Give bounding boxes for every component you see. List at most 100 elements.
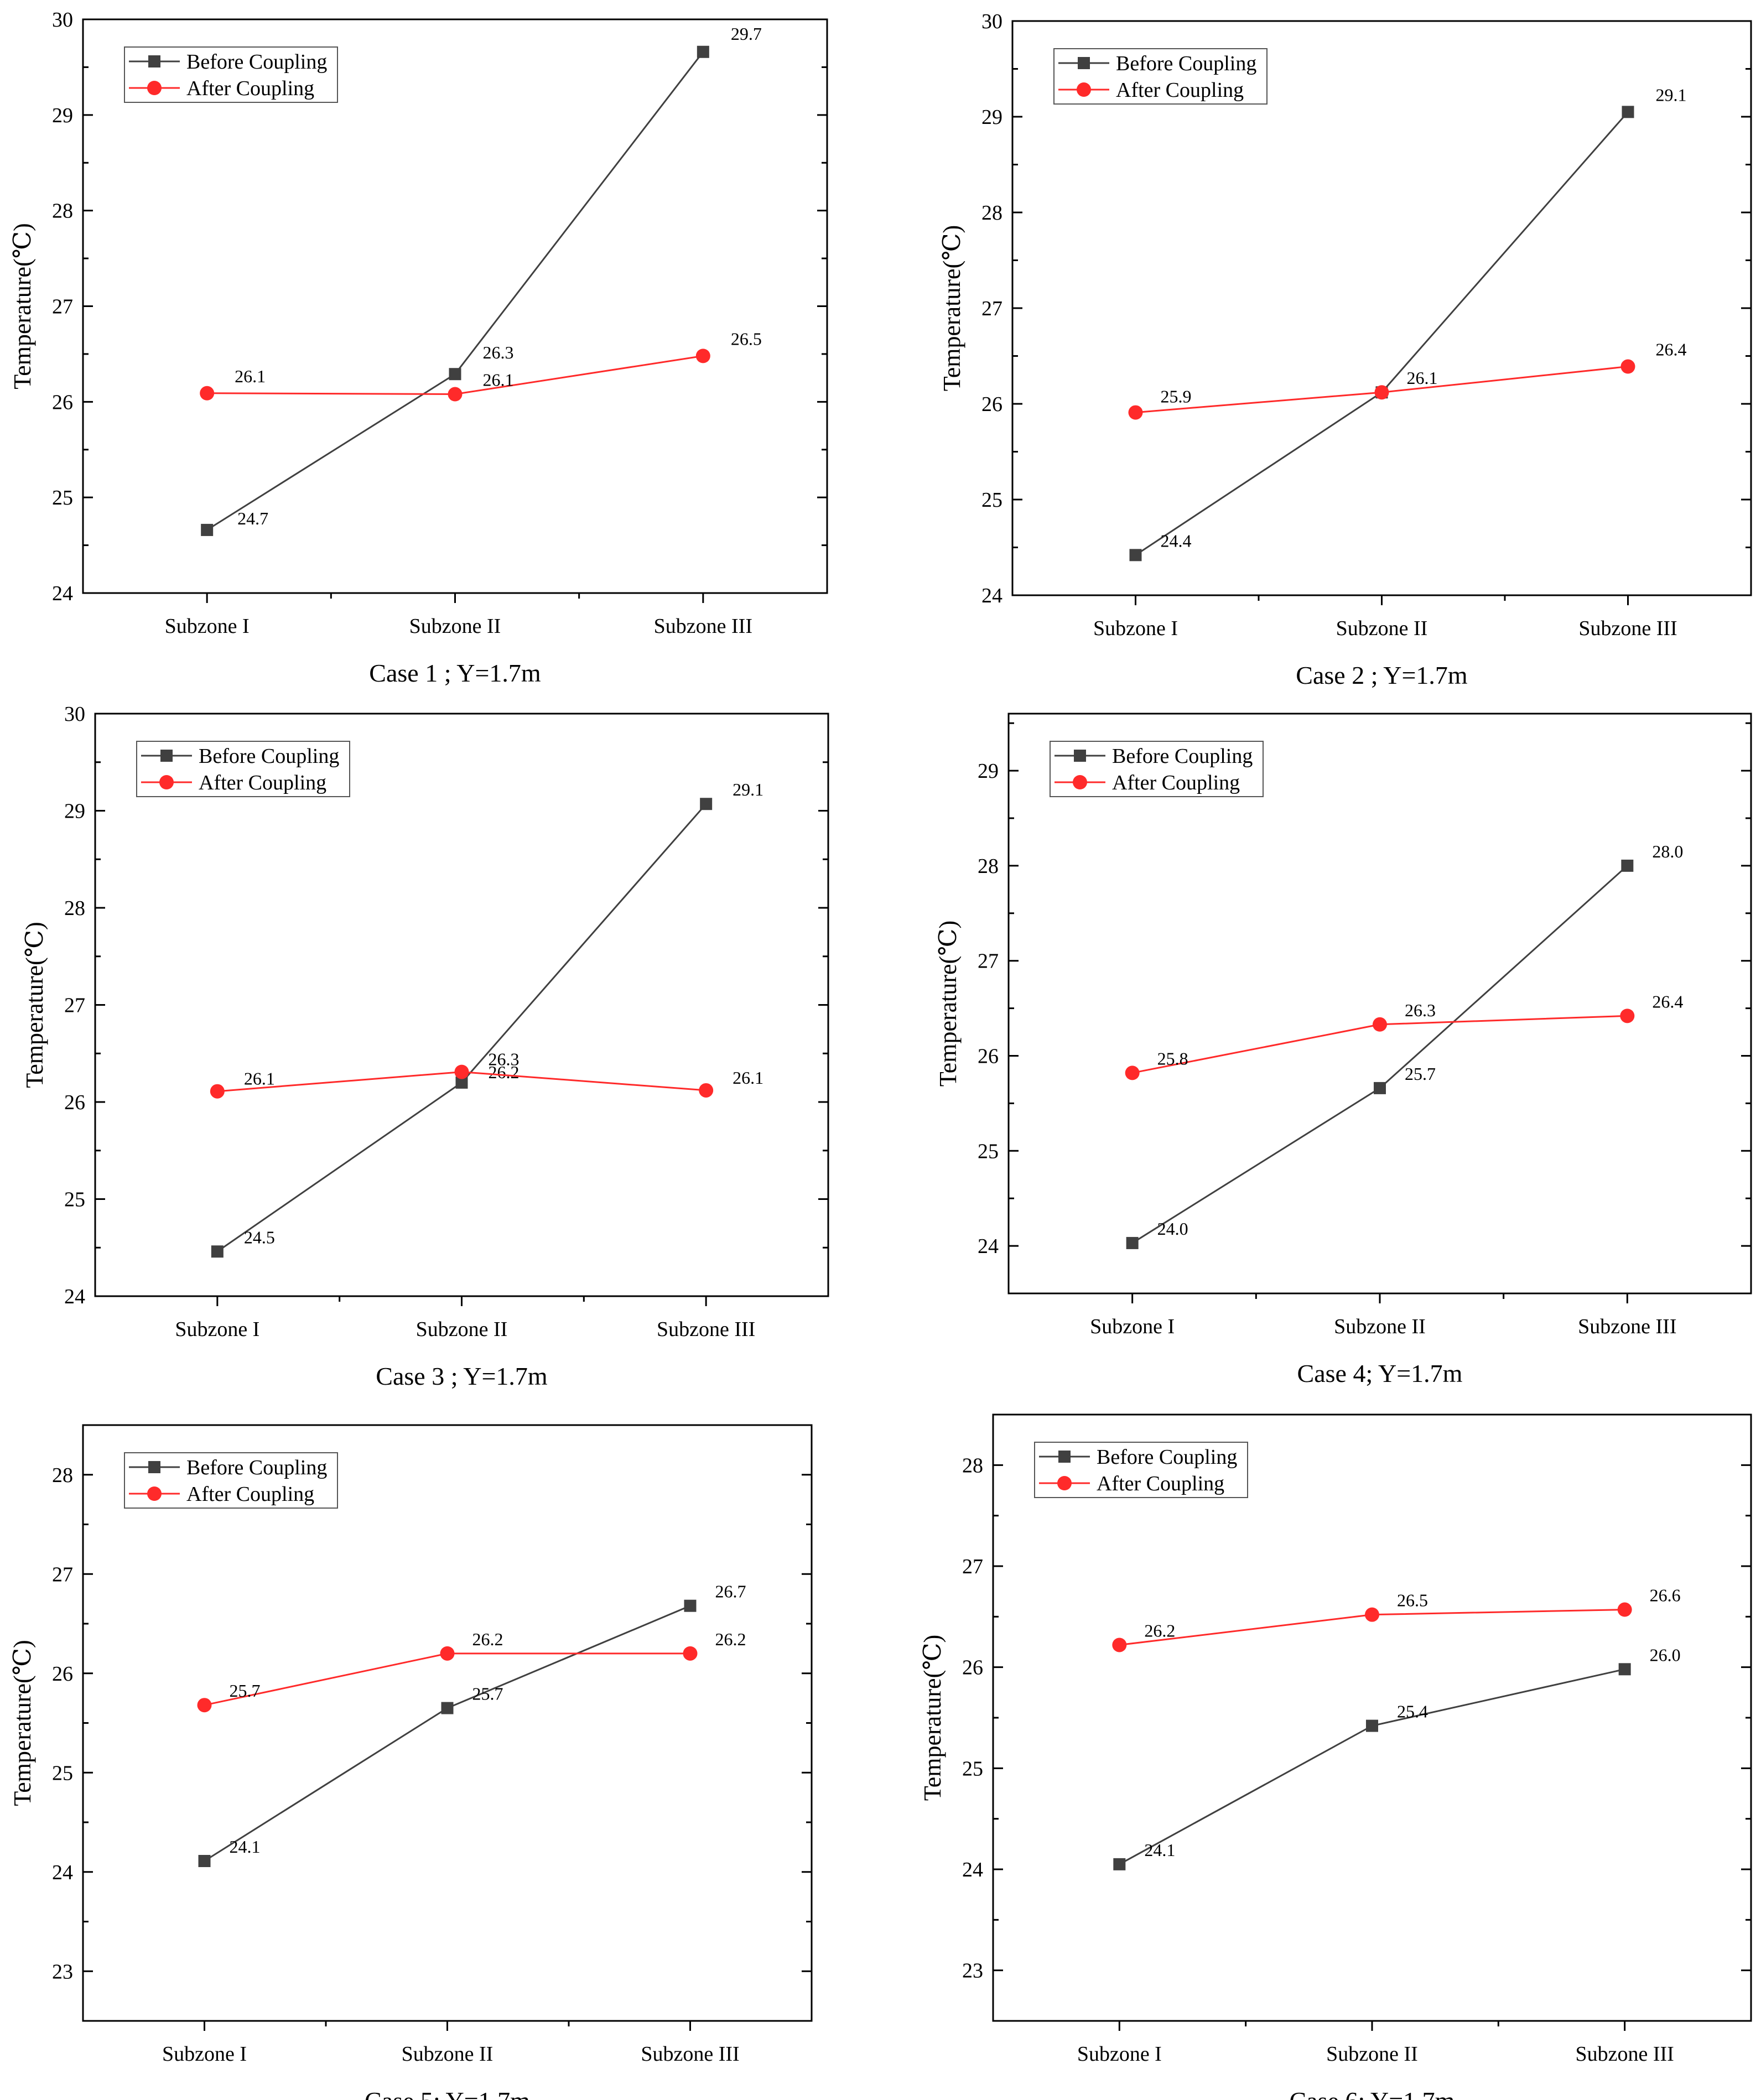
legend-label-before: Before Coupling [1112, 745, 1253, 768]
data-label: 26.6 [1650, 1586, 1681, 1605]
legend-marker-after [159, 775, 174, 789]
y-tick-label: 26 [962, 1656, 983, 1680]
data-label: 26.3 [489, 1049, 520, 1069]
series-line-before [216, 803, 707, 1252]
data-label: 29.1 [1656, 85, 1687, 105]
y-tick-label: 28 [978, 855, 999, 878]
data-point-after [699, 1083, 714, 1098]
y-tick-label: 28 [52, 200, 73, 223]
legend-label-after: After Coupling [186, 1483, 314, 1506]
data-label: 25.4 [1397, 1702, 1428, 1722]
data-label: 28.0 [1652, 841, 1683, 861]
data-point-before [449, 368, 461, 381]
y-tick-label: 23 [962, 1959, 983, 1983]
data-label: 26.2 [489, 1062, 520, 1082]
plot-frame [1007, 713, 1752, 1295]
chart-panel-1: 24 25 26 27 28 29 30 Subzone I Subzone II Subzone… [9, 8, 828, 687]
series-line-before [1131, 865, 1628, 1244]
y-tick-label: 24 [981, 584, 1002, 607]
y-tick-label: 28 [981, 201, 1002, 225]
data-point-after [683, 1646, 698, 1661]
y-tick-label: 29 [978, 760, 999, 783]
legend-marker-after [1077, 82, 1091, 97]
data-label: 24.1 [230, 1837, 261, 1857]
plot-frame [992, 1413, 1752, 2022]
y-tick-label: 26 [52, 1662, 73, 1686]
x-tick-label: Subzone III [657, 1318, 755, 1341]
data-label: 29.1 [733, 779, 763, 799]
data-label: 26.2 [715, 1629, 746, 1649]
y-tick-label: 27 [52, 295, 73, 319]
data-point-before [1113, 1858, 1126, 1870]
legend-marker-before [148, 55, 160, 67]
y-tick-label: 29 [981, 106, 1002, 129]
legend-marker-before [1078, 57, 1090, 69]
y-tick-label: 25 [52, 1761, 73, 1785]
data-point-before [455, 1076, 468, 1089]
x-tick-label: Subzone III [1578, 1315, 1676, 1338]
legend-marker-after [1057, 1476, 1072, 1490]
data-label: 26.5 [1397, 1590, 1428, 1610]
y-tick-label: 25 [64, 1188, 85, 1212]
data-point-before [1366, 1719, 1378, 1732]
y-axis-label: Temperature(℃) [934, 921, 962, 1087]
series-line-before [1119, 1668, 1625, 1865]
chart-panel-3: 24 25 26 27 28 29 30 Subzone I Subzone II Subzone… [21, 703, 829, 1390]
x-tick-label: Subzone II [1334, 1315, 1426, 1338]
y-tick-label: 26 [64, 1091, 85, 1114]
x-tick-label: Subzone II [409, 615, 501, 638]
y-tick-label: 25 [981, 488, 1002, 512]
chart-panel-6: 23 24 25 26 27 28 Subzone I Subzone II Subzone I… [919, 1413, 1752, 2100]
legend-label-before: Before Coupling [1097, 1446, 1237, 1469]
data-label: 26.5 [731, 329, 762, 349]
legend-marker-before [160, 750, 173, 762]
y-tick-label: 27 [962, 1555, 983, 1578]
data-label: 26.3 [483, 342, 514, 362]
data-point-before [1374, 1082, 1386, 1094]
data-label: 26.4 [1656, 340, 1687, 360]
legend-marker-after [1073, 775, 1087, 789]
legend-marker-after [147, 81, 162, 95]
data-label: 25.7 [230, 1681, 261, 1701]
y-tick-label: 28 [52, 1464, 73, 1487]
y-tick-label: 27 [981, 297, 1002, 320]
data-point-after [454, 1064, 469, 1079]
data-label: 24.0 [1157, 1219, 1188, 1239]
chart-panel-5: 23 24 25 26 27 28 Subzone I Subzone II Subzone I… [9, 1424, 813, 2100]
x-tick-label: Subzone III [1578, 617, 1677, 640]
y-tick-label: 28 [64, 897, 85, 920]
chart-caption: Case 3 ; Y=1.7m [376, 1362, 548, 1390]
data-label: 25.9 [1161, 387, 1192, 407]
legend-label-after: After Coupling [1112, 771, 1240, 794]
y-tick-label: 28 [962, 1454, 983, 1477]
data-point-after [695, 349, 710, 363]
legend-label-after: After Coupling [199, 771, 326, 794]
series-line-after [204, 1652, 690, 1706]
y-tick-label: 27 [52, 1563, 73, 1586]
data-point-after [1128, 405, 1143, 420]
data-label: 26.0 [1650, 1645, 1681, 1665]
y-tick-label: 30 [52, 8, 73, 32]
chart-caption: Case 2 ; Y=1.7m [1296, 661, 1468, 689]
data-label: 24.4 [1161, 531, 1192, 550]
y-tick-label: 25 [962, 1757, 983, 1780]
y-tick-label: 29 [52, 104, 73, 127]
data-label: 26.1 [1407, 368, 1438, 388]
chart-panel-4: 24 25 26 27 28 29 Subzone I Subzone II Subzone I… [934, 713, 1752, 1387]
chart-caption: Case 5; Y=1.7m [365, 2087, 530, 2100]
x-tick-label: Subzone III [1575, 2042, 1674, 2066]
data-point-before [1618, 1663, 1631, 1676]
y-tick-label: 24 [64, 1285, 85, 1308]
y-tick-label: 24 [52, 582, 73, 605]
data-point-before [700, 798, 713, 810]
legend-marker-before [1074, 750, 1086, 762]
x-tick-label: Subzone I [165, 615, 250, 638]
data-label: 25.7 [1405, 1064, 1436, 1084]
x-tick-label: Subzone I [162, 2042, 247, 2066]
y-tick-label: 26 [981, 393, 1002, 416]
y-tick-label: 26 [52, 391, 73, 414]
data-label: 25.7 [472, 1684, 503, 1704]
data-point-before [1126, 1236, 1139, 1249]
chart-caption: Case 4; Y=1.7m [1297, 1359, 1463, 1387]
y-tick-label: 30 [981, 10, 1002, 33]
